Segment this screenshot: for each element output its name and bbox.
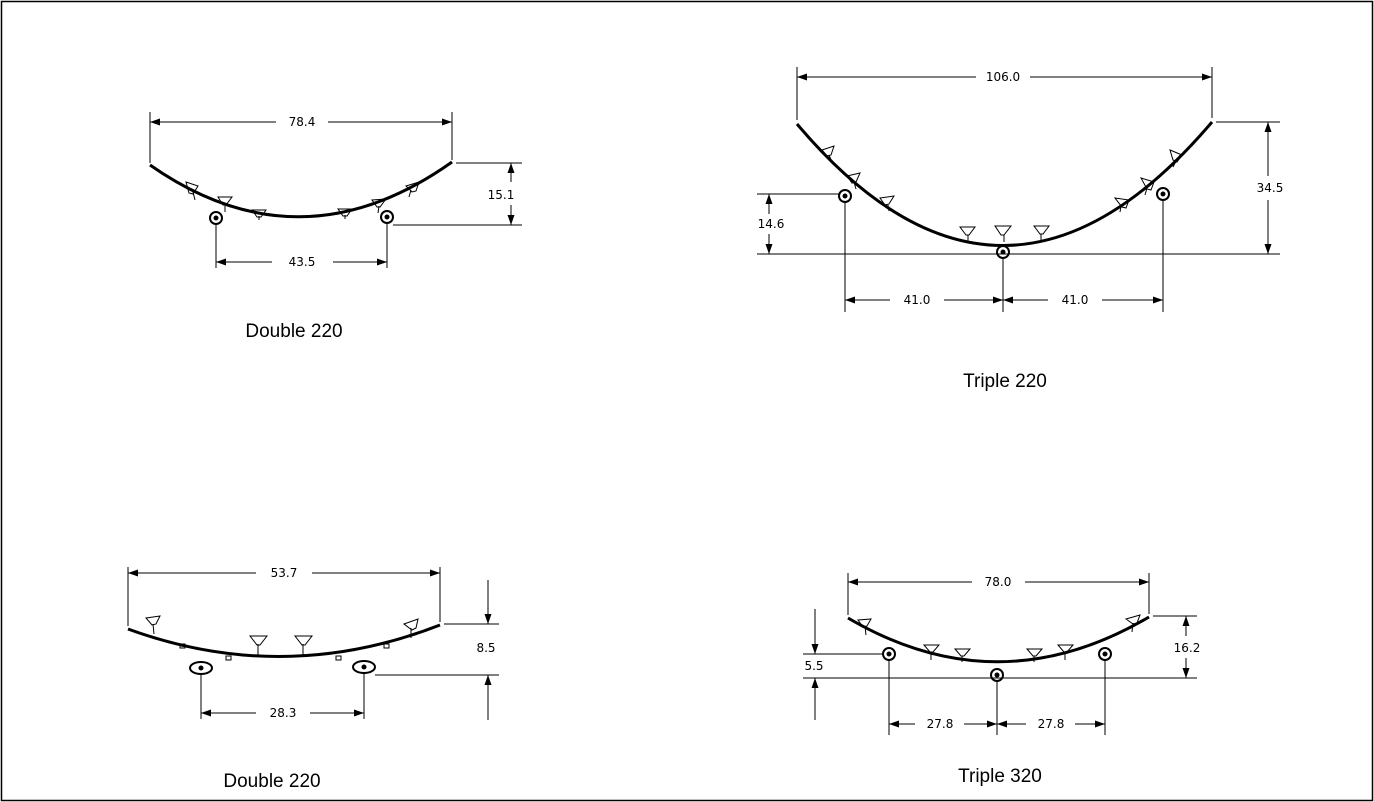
dim-width-bottom-left: 41.0: [904, 293, 931, 307]
drawing-triple-220: [757, 67, 1280, 312]
dim-width-bottom: 28.3: [270, 706, 297, 720]
dim-width-bottom-left: 27.8: [927, 717, 954, 731]
caster-wheel-icon: [189, 660, 376, 675]
dim-width-bottom-right: 27.8: [1038, 717, 1065, 731]
speaker-cabinet-icon: [145, 615, 419, 661]
dim-height-left: 5.5: [804, 659, 823, 673]
dim-height-left: 14.6: [758, 217, 785, 231]
array-arc: [127, 623, 441, 659]
drawing-double-220-bottom: [127, 567, 499, 720]
array-arc: [847, 615, 1150, 664]
dim-width-bottom-right: 41.0: [1062, 293, 1089, 307]
dim-width-top: 106.0: [986, 70, 1020, 84]
caption-double-220: Double 220: [245, 321, 342, 342]
drawing-double-220-top: [149, 112, 522, 268]
dim-height-right: 15.1: [488, 188, 515, 202]
dim-width-bottom: 43.5: [289, 255, 316, 269]
array-arc: [795, 121, 1214, 247]
speaker-cabinet-icon: [185, 181, 420, 220]
dim-width-top: 53.7: [271, 566, 298, 580]
dim-height-right: 8.5: [476, 641, 495, 655]
speaker-cabinet-icon: [857, 614, 1141, 662]
caption-triple-320: Triple 320: [958, 766, 1042, 787]
caption-double-220-bottom: Double 220: [223, 771, 320, 792]
drawing-triple-320: [803, 573, 1197, 735]
dim-height-right: 16.2: [1174, 641, 1201, 655]
array-arc: [149, 160, 453, 219]
speaker-cabinet-icon: [821, 145, 1183, 242]
dim-width-top: 78.0: [985, 575, 1012, 589]
caster-wheel-icon: [882, 647, 1112, 682]
dim-height-right: 34.5: [1257, 181, 1284, 195]
caster-wheel-icon: [838, 187, 1170, 259]
caption-triple-220: Triple 220: [963, 371, 1047, 392]
dim-width-top: 78.4: [289, 115, 316, 129]
